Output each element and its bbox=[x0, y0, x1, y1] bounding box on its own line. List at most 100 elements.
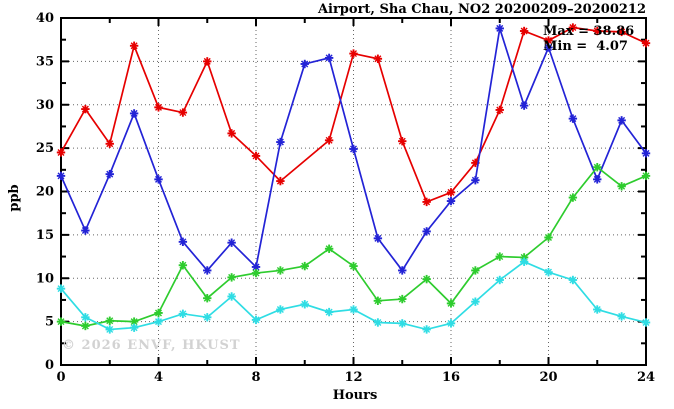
x-tick-label: 16 bbox=[442, 370, 460, 385]
data-point-marker bbox=[447, 299, 455, 307]
data-point-marker bbox=[398, 137, 406, 145]
min-value-label: Min = 4.07 bbox=[543, 39, 628, 54]
data-point-marker bbox=[106, 317, 114, 325]
data-point-marker bbox=[130, 324, 138, 332]
data-point-marker bbox=[374, 297, 382, 305]
data-point-marker bbox=[496, 253, 504, 261]
data-point-marker bbox=[155, 318, 162, 326]
data-point-marker bbox=[471, 176, 479, 184]
data-point-marker bbox=[374, 234, 382, 242]
series-green bbox=[56, 163, 651, 331]
series-blue bbox=[56, 24, 651, 275]
data-point-marker bbox=[545, 44, 552, 51]
y-axis-label: ppb bbox=[6, 184, 22, 212]
data-point-marker bbox=[252, 152, 260, 160]
max-min-legend: Max = 38.86 Min = 4.07 bbox=[543, 24, 634, 54]
data-point-marker bbox=[203, 294, 211, 302]
data-point-marker bbox=[593, 27, 601, 35]
data-point-marker bbox=[301, 300, 309, 308]
data-point-marker bbox=[228, 273, 236, 281]
data-point-marker bbox=[618, 116, 626, 124]
data-point-marker bbox=[374, 318, 382, 326]
series-red bbox=[56, 23, 651, 207]
data-point-marker bbox=[423, 198, 431, 206]
data-point-marker bbox=[642, 39, 650, 47]
data-point-marker bbox=[81, 322, 89, 330]
series-cyan bbox=[56, 257, 651, 334]
data-point-marker bbox=[545, 268, 552, 276]
data-point-marker bbox=[520, 258, 528, 266]
x-axis-label: Hours bbox=[332, 388, 378, 403]
data-point-marker bbox=[228, 129, 236, 137]
data-point-marker bbox=[276, 177, 284, 185]
y-tick-label: 25 bbox=[36, 141, 54, 156]
max-value-label: Max = 38.86 bbox=[543, 24, 635, 39]
data-point-marker bbox=[106, 325, 114, 333]
y-tick-label: 20 bbox=[36, 185, 54, 200]
data-point-marker bbox=[398, 319, 406, 327]
data-point-marker bbox=[471, 266, 479, 274]
data-point-marker bbox=[81, 105, 89, 113]
data-point-marker bbox=[57, 172, 65, 180]
data-point-marker bbox=[642, 318, 650, 326]
x-tick-label: 12 bbox=[344, 370, 362, 385]
series-cyan-line bbox=[60, 260, 647, 331]
data-point-marker bbox=[642, 172, 650, 180]
y-tick-label: 30 bbox=[36, 98, 54, 113]
data-point-marker bbox=[447, 188, 455, 196]
data-point-marker bbox=[203, 313, 211, 321]
data-point-marker bbox=[325, 54, 333, 62]
data-point-marker bbox=[179, 109, 187, 117]
data-point-marker bbox=[569, 115, 577, 123]
data-point-marker bbox=[276, 266, 284, 274]
data-point-marker bbox=[350, 262, 357, 270]
data-point-marker bbox=[496, 276, 504, 284]
data-point-marker bbox=[618, 28, 626, 36]
data-point-marker bbox=[301, 60, 309, 68]
data-point-marker bbox=[350, 145, 357, 153]
data-point-marker bbox=[252, 269, 260, 277]
data-point-marker bbox=[203, 266, 211, 274]
data-point-marker bbox=[155, 103, 162, 111]
data-point-marker bbox=[545, 233, 552, 241]
data-point-marker bbox=[593, 175, 601, 183]
data-point-marker bbox=[471, 159, 479, 167]
data-point-marker bbox=[447, 319, 455, 327]
y-tick-label: 35 bbox=[36, 54, 54, 69]
data-point-marker bbox=[276, 138, 284, 146]
data-point-marker bbox=[81, 313, 89, 321]
data-point-marker bbox=[618, 312, 626, 320]
data-point-marker bbox=[57, 148, 65, 156]
data-point-marker bbox=[569, 194, 577, 202]
data-point-marker bbox=[228, 292, 236, 300]
data-point-marker bbox=[81, 227, 89, 235]
data-point-marker bbox=[496, 106, 504, 114]
data-point-marker bbox=[471, 298, 479, 306]
data-point-marker bbox=[179, 310, 187, 318]
data-point-marker bbox=[350, 305, 357, 313]
data-point-marker bbox=[545, 37, 552, 45]
data-point-marker bbox=[252, 316, 260, 324]
data-point-marker bbox=[252, 263, 260, 271]
y-tick-label: 40 bbox=[36, 11, 54, 26]
data-point-marker bbox=[593, 163, 601, 171]
data-point-marker bbox=[57, 318, 65, 326]
data-point-marker bbox=[155, 175, 162, 183]
data-point-marker bbox=[276, 305, 284, 313]
data-point-marker bbox=[325, 308, 333, 316]
data-point-marker bbox=[155, 309, 162, 317]
data-point-marker bbox=[642, 149, 650, 157]
x-tick-label: 0 bbox=[56, 370, 65, 385]
data-point-marker bbox=[325, 245, 333, 253]
data-point-marker bbox=[130, 42, 138, 50]
x-tick-label: 4 bbox=[154, 370, 163, 385]
data-point-marker bbox=[447, 197, 455, 205]
y-tick-label: 5 bbox=[45, 315, 54, 330]
data-point-marker bbox=[520, 27, 528, 35]
data-point-marker bbox=[130, 318, 138, 326]
data-point-marker bbox=[179, 238, 187, 246]
data-point-marker bbox=[374, 55, 382, 63]
y-tick-label: 10 bbox=[36, 271, 54, 286]
